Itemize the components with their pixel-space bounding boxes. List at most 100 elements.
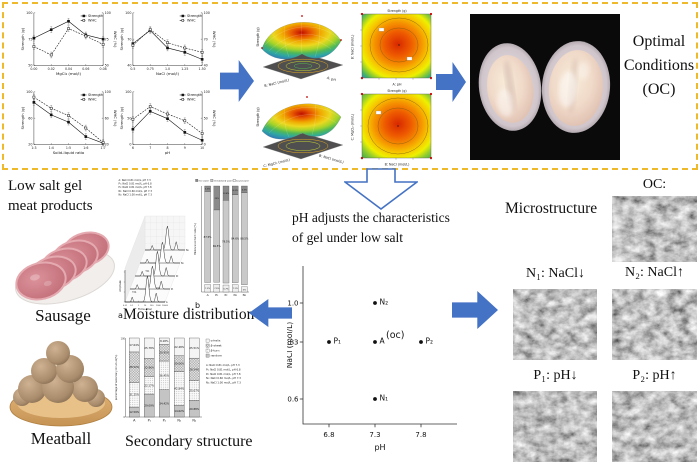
contour-ylabel: C: MgCl₂ (mol/L) xyxy=(351,114,355,141)
svg-text:immobilized water: immobilized water xyxy=(214,179,233,182)
gel-photo xyxy=(470,14,620,160)
svg-text:N₂: NaCl 1.00 mol/L, pH 7.3: N₂: NaCl 1.00 mol/L, pH 7.3 xyxy=(206,381,241,385)
svg-text:6.5%: 6.5% xyxy=(242,189,247,191)
svg-text:Strength (g): Strength (g) xyxy=(120,27,124,50)
svg-text:WHC (%): WHC (%) xyxy=(212,110,216,127)
svg-text:50: 50 xyxy=(127,116,131,120)
products-title-line-2: meat products xyxy=(8,197,93,214)
svg-text:A: A xyxy=(207,293,210,297)
svg-text:WHC: WHC xyxy=(187,19,196,23)
svg-text:100: 100 xyxy=(26,11,32,15)
svg-text:1.50: 1.50 xyxy=(199,67,206,71)
flow-arrow-left-icon xyxy=(249,299,292,327)
svg-text:0: 0 xyxy=(204,143,206,147)
svg-text:WHC (%): WHC (%) xyxy=(113,31,117,48)
svg-text:31.25%: 31.25% xyxy=(129,393,139,397)
svg-text:P₂: P₂ xyxy=(163,418,167,422)
svg-text:A: A xyxy=(133,418,136,422)
svg-text:34.42%: 34.42% xyxy=(159,401,169,405)
sem-n1-label: N₁: NaCl↓ xyxy=(526,266,585,281)
surface-dome xyxy=(261,22,342,60)
svg-text:100: 100 xyxy=(26,90,32,94)
svg-text:Strength (g): Strength (g) xyxy=(21,106,25,129)
svg-text:25.51%: 25.51% xyxy=(189,346,199,350)
line-chart-nacl: 40 40 70 70 100 100 0.5 0.75 1.0 1.25 1.50 NaCl (mo… xyxy=(120,11,216,76)
svg-text:P₂: P₂ xyxy=(176,275,178,278)
svg-text:β-turn: β-turn xyxy=(211,349,220,353)
svg-text:0.06: 0.06 xyxy=(82,67,89,71)
svg-text:Strength: Strength xyxy=(88,93,103,97)
svg-text:0.01: 0.01 xyxy=(123,305,128,307)
svg-text:NaCl (mol/l): NaCl (mol/l) xyxy=(156,71,179,76)
svg-text:50: 50 xyxy=(28,64,32,68)
svg-text:MgCl₂ (mol/l): MgCl₂ (mol/l) xyxy=(56,71,81,76)
svg-text:22.96%: 22.96% xyxy=(144,365,154,369)
svg-text:N₂: N₂ xyxy=(186,249,189,252)
svg-text:P₁: P₁ xyxy=(334,337,342,346)
products-title: Low salt gel meat products xyxy=(8,177,120,216)
design-scatter-plot: 0.6 0.83 1.0 6.8 7.3 7.8 pH NaCl (mol/L) N₂ P₁ A(o… xyxy=(287,266,457,452)
svg-text:β-sheet: β-sheet xyxy=(211,344,223,348)
oc-line-3: (OC) xyxy=(642,81,676,98)
svg-text:8.3%: 8.3% xyxy=(233,190,238,192)
svg-text:Strength: Strength xyxy=(88,14,103,18)
svg-text:P₂: NaCl 0.81 mol/L, pH 7.8: P₂: NaCl 0.81 mol/L, pH 7.8 xyxy=(206,372,241,376)
svg-text:6.8: 6.8 xyxy=(323,431,334,439)
contour-ylabel: B: NaCl (mol/L) xyxy=(351,35,355,60)
svg-text:7.5%: 7.5% xyxy=(214,288,219,290)
svg-text:20.06%: 20.06% xyxy=(174,362,184,366)
svg-text:10000: 10000 xyxy=(162,305,169,307)
svg-text:28.54%: 28.54% xyxy=(189,367,199,371)
svg-text:P₁: NaCl 0.81 mol/L, pH 6.8: P₁: NaCl 0.81 mol/L, pH 6.8 xyxy=(206,367,241,371)
svg-text:100: 100 xyxy=(204,11,210,15)
svg-text:20: 20 xyxy=(105,143,109,147)
svg-text:79.5%: 79.5% xyxy=(222,240,231,244)
svg-text:N₂: N₂ xyxy=(192,418,197,422)
svg-text:8.18%: 8.18% xyxy=(160,339,169,343)
svg-text:6: 6 xyxy=(132,146,134,150)
svg-text:N₁: N₁ xyxy=(380,394,389,403)
contour-title: Strength (g) xyxy=(387,89,406,93)
surface-plot-2: Strength (g) C: MgCl₂ (mol/L) B: NaCl (m… xyxy=(256,96,345,167)
svg-text:23%: 23% xyxy=(215,198,220,200)
svg-text:10: 10 xyxy=(144,305,147,307)
svg-text:(oc): (oc) xyxy=(386,330,404,341)
svg-text:N₂: N₂ xyxy=(243,293,247,297)
gel-dish-left xyxy=(478,43,542,131)
sem-image-p2 xyxy=(612,391,697,462)
svg-text:P₁: P₁ xyxy=(171,288,173,291)
svg-text:7.2%: 7.2% xyxy=(205,288,210,290)
svg-text:percentage of secondary struct: percentage of secondary structure(%) xyxy=(115,355,118,401)
surface-zlabel: Strength (g) xyxy=(256,107,260,126)
surface-zlabel: Strength (g) xyxy=(256,27,260,46)
meatball-label: Meatball xyxy=(30,429,92,448)
sem-image-p1 xyxy=(513,391,597,462)
svg-text:36.45%: 36.45% xyxy=(159,373,169,377)
svg-text:P₁: P₁ xyxy=(148,418,152,422)
contour-plot-2: Strength (g) B: NaCl (mol/L) C: MgCl₂ (m… xyxy=(351,89,433,167)
center-statement: pH adjusts the characteristics of gel un… xyxy=(292,208,472,247)
svg-text:60: 60 xyxy=(105,116,109,120)
svg-text:a: a xyxy=(118,311,123,320)
svg-text:T22: T22 xyxy=(156,287,161,290)
svg-text:42.84%: 42.84% xyxy=(174,387,184,391)
svg-text:5.3%: 5.3% xyxy=(205,189,210,191)
svg-text:0.5: 0.5 xyxy=(130,67,135,71)
svg-text:Strength: Strength xyxy=(187,14,202,18)
gel-dish-right xyxy=(541,41,611,133)
sausage-label: Sausage xyxy=(35,306,91,325)
svg-text:7.3: 7.3 xyxy=(369,431,380,439)
contour-xlabel: A: pH xyxy=(393,83,402,87)
svg-text:P₂: NaCl 0.81 mol/L, pH 7.8: P₂: NaCl 0.81 mol/L, pH 7.8 xyxy=(119,186,152,189)
svg-text:0.1: 0.1 xyxy=(130,305,134,307)
line-chart-ph: 0 0 50 50 100 100 6 7 8 9 10 pH Strength (g) WHC (%) S… xyxy=(120,90,216,155)
svg-text:22.17%: 22.17% xyxy=(144,383,154,387)
surface-xlabel: A: pH xyxy=(326,76,336,83)
flow-arrow-right-icon xyxy=(436,62,466,102)
svg-text:69.5%: 69.5% xyxy=(213,244,222,248)
svg-text:87.5%: 87.5% xyxy=(204,235,213,239)
svg-text:pH: pH xyxy=(165,150,170,155)
sem-image-n1 xyxy=(513,289,597,360)
svg-text:1.25: 1.25 xyxy=(181,67,188,71)
